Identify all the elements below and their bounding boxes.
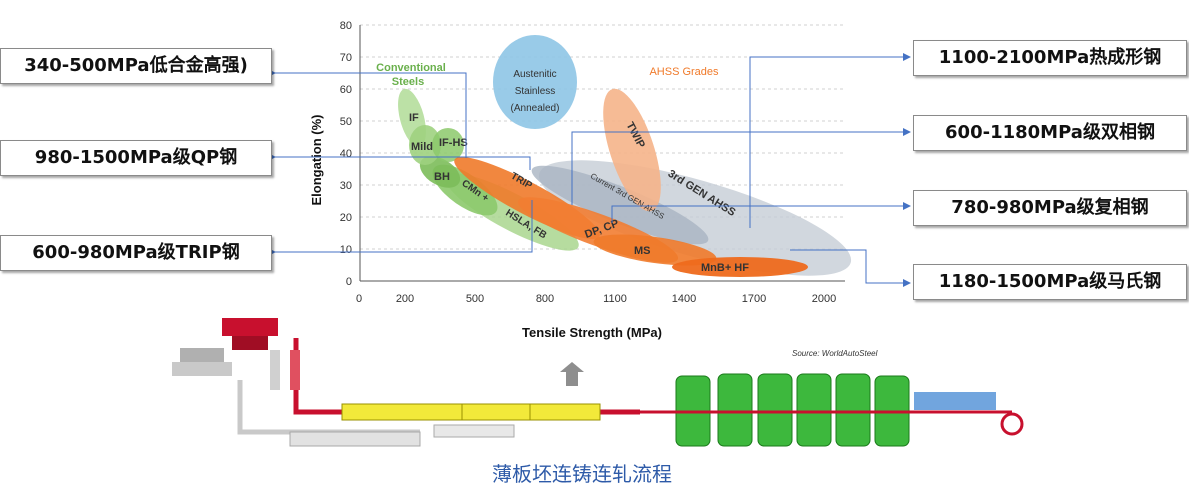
callout-hsla-steel: 340-500MPa低合金高强) [0, 48, 272, 84]
y-tick-label: 50 [340, 116, 352, 128]
twip-region [603, 88, 661, 212]
source-note: Source: WorldAutoSteel [792, 349, 878, 358]
x-tick-label: 500 [466, 293, 484, 305]
up-arrow-icon [560, 362, 584, 386]
rolling-stand [717, 373, 753, 447]
x-tick-label: 0 [356, 293, 362, 305]
region-shapes [398, 35, 852, 277]
connector-right-4 [790, 249, 911, 287]
y-tick-label: 10 [340, 244, 352, 256]
connector-left-2 [268, 153, 531, 170]
mnb-region [672, 257, 808, 277]
callout-hot-forming-steel: 1100-2100MPa热成形钢 [913, 40, 1187, 76]
coiler-icon [1000, 412, 1024, 436]
y-tick-label: 60 [340, 84, 352, 96]
ifhs-label: IF-HS [439, 137, 468, 149]
cooling-section [914, 392, 996, 410]
ms-label: MS [634, 245, 651, 257]
x-axis-label: Tensile Strength (MPa) [522, 325, 662, 340]
current-third-gen-region [531, 165, 709, 245]
rolling-stand [757, 373, 793, 447]
y-tick-label: 80 [340, 20, 352, 32]
mild-region [409, 125, 441, 165]
x-tick-label: 1100 [603, 293, 627, 305]
callout-qp-steel: 980-1500MPa级QP钢 [0, 140, 272, 176]
bh-region [419, 156, 461, 188]
callout-trip-steel: 600-980MPa级TRIP钢 [0, 235, 272, 271]
if-label: IF [409, 112, 419, 124]
callout-martensitic-steel: 1180-1500MPa级马氏钢 [913, 264, 1187, 300]
process-caption: 薄板坯连铸连轧流程 [492, 462, 672, 486]
ifhs-region [432, 128, 464, 162]
process-line-illustration [172, 318, 1024, 447]
mild-label: Mild [411, 141, 433, 153]
connector-left-1 [268, 69, 467, 158]
y-tick-labels: 80 70 60 50 40 30 20 10 0 [340, 20, 352, 288]
connector-right-2 [571, 128, 911, 205]
x-tick-label: 1400 [672, 293, 696, 305]
y-axis-label: Elongation (%) [309, 115, 324, 206]
austenitic-label-3: (Annealed) [511, 103, 560, 114]
callout-complex-phase-steel: 780-980MPa级复相钢 [913, 190, 1187, 226]
x-tick-labels: 0 200 500 800 1100 1400 1700 2000 [356, 293, 836, 305]
austenitic-label-2: Stainless [515, 86, 556, 97]
ms-region [593, 234, 717, 266]
y-tick-label: 40 [340, 148, 352, 160]
austenitic-region [493, 35, 577, 129]
x-tick-label: 800 [536, 293, 554, 305]
ladle-icon [222, 318, 278, 336]
y-tick-label: 20 [340, 212, 352, 224]
x-tick-label: 1700 [742, 293, 766, 305]
connector-lines [268, 53, 911, 287]
y-tick-label: 70 [340, 52, 352, 64]
y-tick-label: 0 [346, 276, 352, 288]
conventional-label-2: Steels [392, 76, 424, 88]
rolling-stand [796, 373, 832, 447]
connector-right-3 [611, 202, 911, 223]
rolling-stand [835, 373, 871, 447]
austenitic-label: Austenitic [513, 69, 556, 80]
x-tick-label: 2000 [812, 293, 836, 305]
connector-right-1 [749, 53, 911, 228]
x-tick-label: 200 [396, 293, 414, 305]
bh-label: BH [434, 171, 450, 183]
ahss-grades-label: AHSS Grades [649, 66, 719, 78]
conventional-label: Conventional [376, 62, 446, 74]
callout-dual-phase-steel: 600-1180MPa级双相钢 [913, 115, 1187, 151]
connector-left-3 [268, 200, 533, 256]
y-tick-label: 30 [340, 180, 352, 192]
mnb-label: MnB+ HF [701, 262, 749, 274]
tunnel-furnace [341, 403, 465, 421]
